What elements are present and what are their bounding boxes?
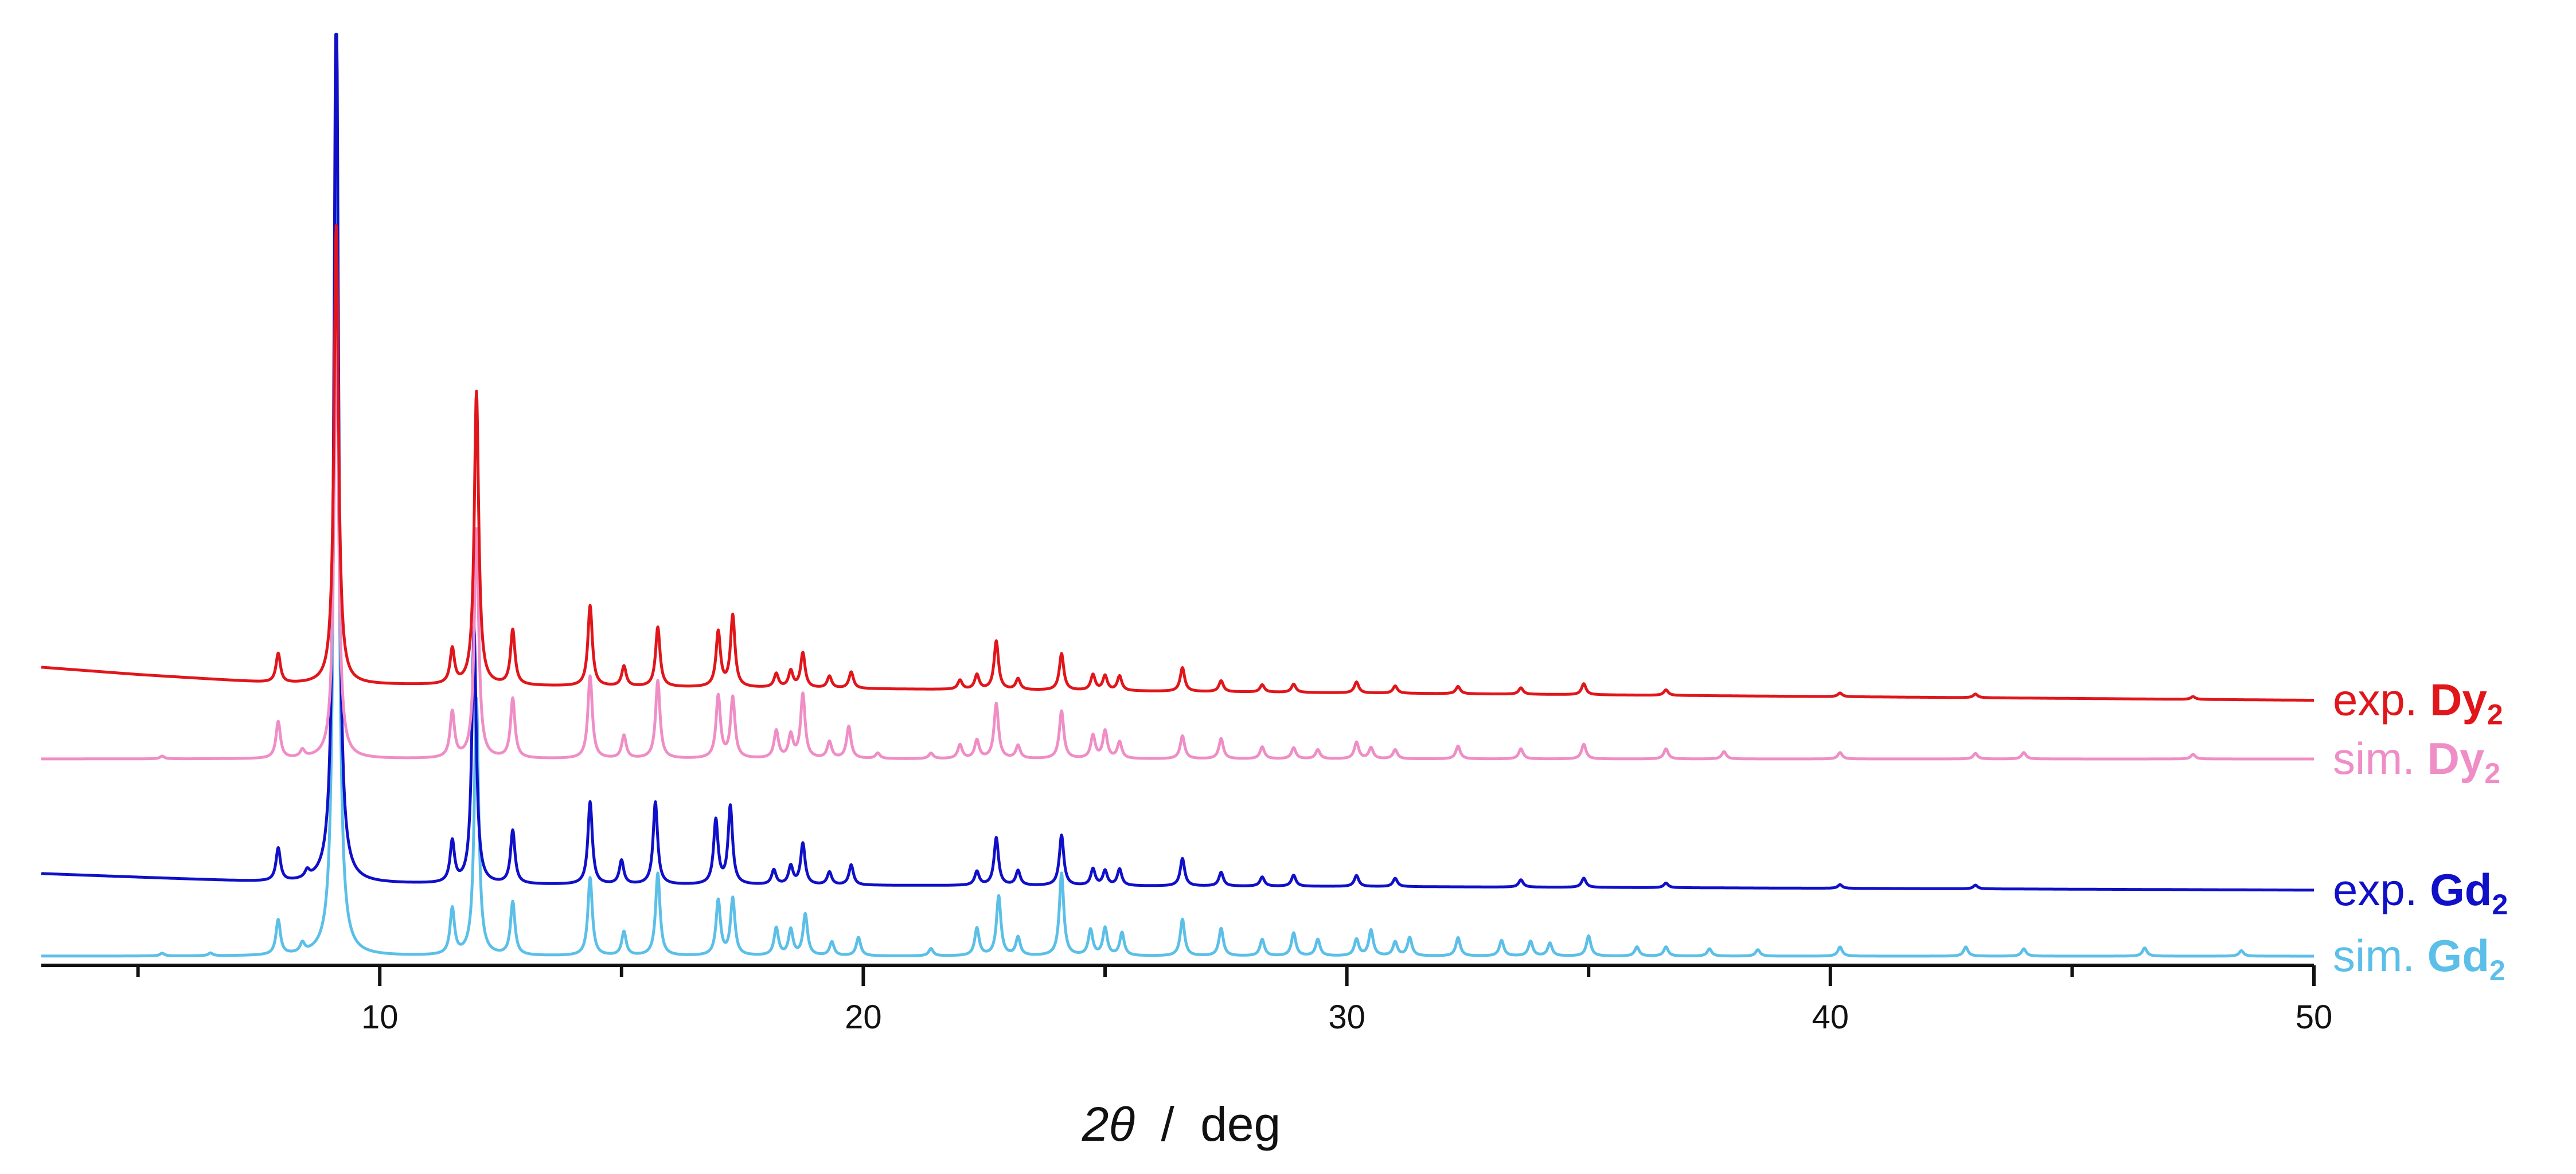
x-axis: 10 20 30 40 50 [41, 964, 2333, 1036]
legend-label-sim_gd: sim. Gd2 [2333, 930, 2505, 987]
x-axis-separator: / [1161, 1097, 1174, 1151]
series-line-exp_dy [40, 224, 2315, 702]
legend-compound: Gd [2430, 864, 2492, 915]
legend-compound: Dy [2427, 733, 2485, 784]
legend-prefix: sim. [2333, 930, 2427, 981]
legend-subscript: 2 [2489, 954, 2505, 987]
legend-compound: Dy [2430, 675, 2487, 725]
series-line-sim_dy [40, 317, 2315, 761]
legend-compound: Gd [2427, 930, 2489, 981]
legend-label-exp_dy: exp. Dy2 [2333, 675, 2503, 731]
legend-subscript: 2 [2487, 699, 2503, 731]
legend-label-sim_dy: sim. Dy2 [2333, 733, 2500, 789]
series-line-sim_gd [40, 56, 2315, 958]
legend-prefix: exp. [2333, 675, 2430, 725]
legend-label-exp_gd: exp. Gd2 [2333, 864, 2508, 921]
x-axis-symbol: 2θ [1082, 1097, 1135, 1151]
x-tick-label: 30 [1328, 999, 1365, 1036]
x-tick-label: 40 [1812, 999, 1849, 1036]
legend-prefix: exp. [2333, 864, 2430, 915]
x-tick-label: 10 [361, 999, 399, 1036]
series-line-exp_gd [40, 33, 2315, 892]
legend-subscript: 2 [2484, 757, 2500, 789]
legend-subscript: 2 [2492, 889, 2508, 921]
plot-area [40, 33, 2315, 958]
x-tick-label: 50 [2296, 999, 2333, 1036]
x-axis-title: 2θ / deg [1082, 1097, 1281, 1151]
legend-prefix: sim. [2333, 733, 2427, 784]
x-axis-unit: deg [1200, 1097, 1281, 1151]
x-tick-label: 20 [845, 999, 882, 1036]
